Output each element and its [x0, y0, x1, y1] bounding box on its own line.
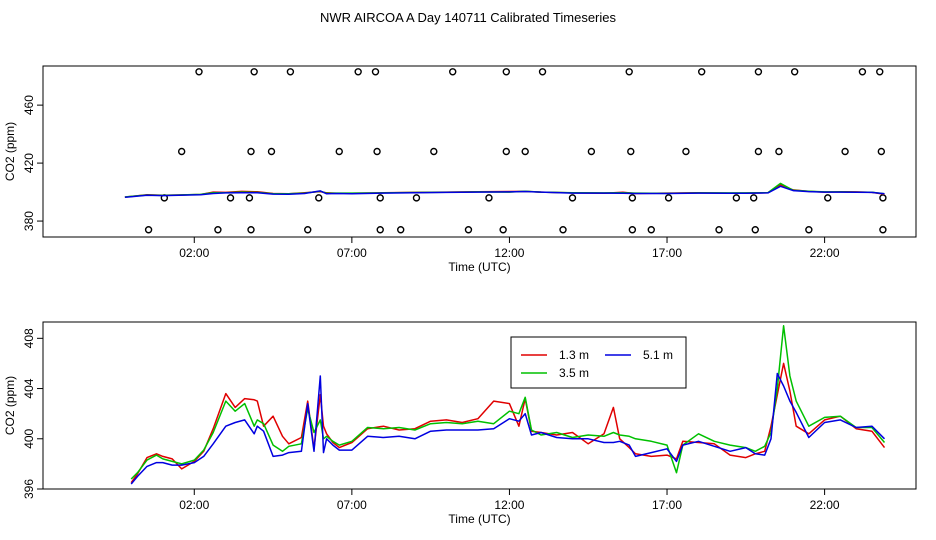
- page-title: NWR AIRCOA A Day 140711 Calibrated Times…: [320, 10, 616, 25]
- calibration-point: [751, 226, 759, 234]
- plot-frame: [42, 321, 917, 490]
- calibration-point: [559, 226, 567, 234]
- series-line: [130, 362, 886, 484]
- series-line: [130, 325, 886, 480]
- calibration-point: [304, 226, 312, 234]
- calibration-point: [502, 147, 510, 156]
- calibration-point: [226, 194, 235, 202]
- calibration-point: [315, 194, 323, 202]
- x-tick-label: 07:00: [337, 498, 367, 512]
- x-tick-label: 02:00: [179, 498, 209, 512]
- calibration-point: [715, 226, 723, 234]
- y-tick-label: 460: [22, 95, 36, 115]
- calibration-point: [879, 194, 887, 202]
- series-line: [130, 372, 886, 485]
- y-tick-label: 400: [22, 428, 36, 448]
- calibration-point: [177, 147, 186, 156]
- calibration-point: [841, 147, 849, 156]
- calibration-point: [732, 194, 741, 202]
- calibration-point: [267, 147, 276, 156]
- y-axis-label: CO2 (ppm): [3, 122, 17, 181]
- calibration-point: [749, 194, 758, 202]
- y-tick-label: 380: [22, 211, 36, 231]
- calibration-point: [587, 147, 596, 156]
- x-tick-label: 17:00: [652, 246, 682, 260]
- calibration-point: [879, 226, 887, 234]
- calibration-point: [502, 68, 510, 76]
- calibration-point: [625, 68, 633, 76]
- calibration-point: [499, 226, 507, 234]
- calibration-point: [538, 68, 547, 76]
- x-tick-label: 07:00: [337, 246, 367, 260]
- calibration-point: [521, 147, 529, 156]
- calibration-point: [247, 226, 255, 234]
- calibration-point: [628, 194, 637, 202]
- x-axis-label: Time (UTC): [448, 260, 510, 274]
- calibration-point: [628, 226, 637, 234]
- calibration-point: [824, 194, 832, 202]
- calibration-point: [250, 68, 258, 76]
- calibration-point: [858, 68, 867, 76]
- calibration-point: [876, 68, 884, 76]
- calibration-point: [371, 68, 380, 76]
- calibration-point: [485, 194, 493, 202]
- plot-frame: [42, 65, 917, 238]
- calibration-point: [144, 226, 153, 234]
- x-tick-label: 02:00: [179, 246, 209, 260]
- bottom-panel: 02:00 07:00 12:00 17:00 22:00 396 400 404 408 Tim…: [3, 321, 917, 526]
- calibration-point: [682, 147, 690, 156]
- y-tick-label: 408: [22, 328, 36, 348]
- calibration-point: [647, 226, 655, 234]
- y-tick-label: 404: [22, 378, 36, 398]
- calibration-point: [354, 68, 362, 76]
- legend-label: 3.5 m: [559, 366, 589, 380]
- calibration-point: [754, 147, 763, 156]
- calibration-point: [790, 68, 799, 76]
- calibration-point: [412, 194, 421, 202]
- series-line: [124, 182, 885, 198]
- x-tick-label: 22:00: [810, 498, 840, 512]
- calibration-point: [376, 226, 384, 234]
- calibration-point: [805, 226, 813, 234]
- calibration-point: [754, 68, 763, 76]
- series-line: [124, 185, 885, 199]
- calibration-point: [449, 68, 457, 76]
- x-axis-label: Time (UTC): [448, 512, 510, 526]
- legend-label: 5.1 m: [643, 348, 673, 362]
- calibration-point: [373, 147, 381, 156]
- calibration-point: [775, 147, 783, 156]
- x-tick-label: 22:00: [810, 246, 840, 260]
- top-panel: 02:00 07:00 12:00 17:00 22:00 380 420 460 Time (…: [3, 65, 917, 274]
- y-tick-label: 396: [22, 479, 36, 499]
- calibration-point: [247, 147, 255, 156]
- calibration-point: [214, 226, 222, 234]
- y-tick-label: 420: [22, 153, 36, 173]
- calibration-point: [195, 68, 203, 76]
- calibration-point: [664, 194, 673, 202]
- calibration-point: [376, 194, 384, 202]
- calibration-point: [877, 147, 886, 156]
- calibration-point: [286, 68, 295, 76]
- calibration-point: [697, 68, 706, 76]
- calibration-point: [397, 226, 405, 234]
- y-axis-label: CO2 (ppm): [3, 376, 17, 435]
- legend-box: [510, 336, 687, 389]
- calibration-point: [335, 147, 343, 156]
- x-tick-label: 12:00: [494, 246, 524, 260]
- calibration-point: [568, 194, 577, 202]
- calibration-point: [245, 194, 254, 202]
- legend-label: 1.3 m: [559, 348, 589, 362]
- calibration-point: [430, 147, 438, 156]
- x-tick-label: 12:00: [494, 498, 524, 512]
- x-tick-label: 17:00: [652, 498, 682, 512]
- calibration-point: [627, 147, 635, 156]
- calibration-point: [464, 226, 473, 234]
